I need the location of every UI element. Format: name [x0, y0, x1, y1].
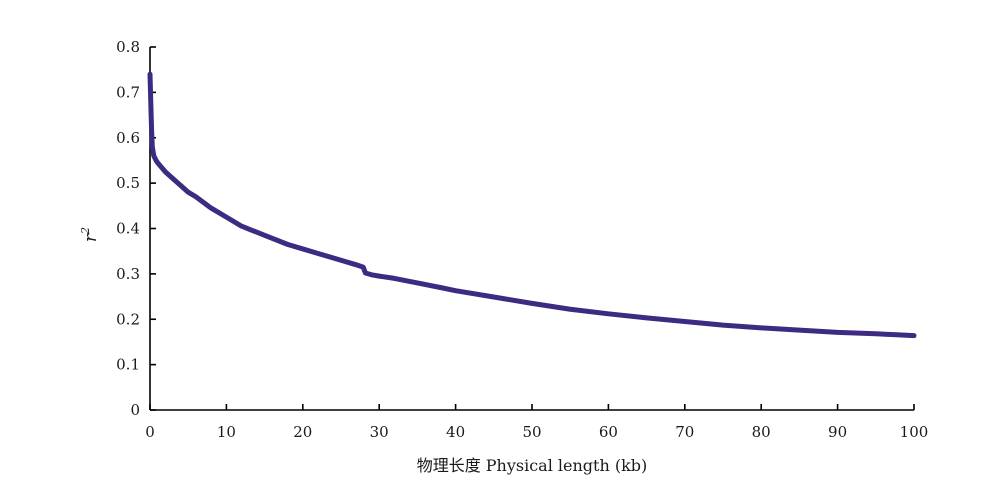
- x-tick-label: 80: [752, 423, 771, 441]
- y-tick-label: 0.5: [116, 174, 140, 192]
- x-tick-label: 20: [293, 423, 312, 441]
- x-tick-label: 0: [145, 423, 155, 441]
- x-tick-label: 100: [900, 423, 929, 441]
- series-line: [147, 71, 917, 339]
- y-tick-label: 0.7: [116, 83, 140, 101]
- y-tick-label: 0.4: [116, 220, 140, 238]
- x-tick-label: 30: [370, 423, 389, 441]
- y-tick-label: 0.3: [116, 265, 140, 283]
- x-tick-label: 90: [828, 423, 847, 441]
- y-axis-title-base: r: [81, 233, 101, 242]
- y-axis-title-superscript: 2: [79, 227, 92, 235]
- x-tick-label: 10: [217, 423, 236, 441]
- x-tick-label: 50: [522, 423, 541, 441]
- x-tick-label: 60: [599, 423, 618, 441]
- x-axis-ticks: 0 10 20 30 40 50 60 70 80 90 100: [145, 404, 928, 441]
- y-tick-label: 0.1: [116, 356, 140, 374]
- axes: [149, 47, 914, 411]
- y-tick-label: 0.8: [116, 38, 140, 56]
- y-tick-label: 0: [130, 401, 140, 419]
- x-tick-label: 40: [446, 423, 465, 441]
- x-axis-title: 物理长度 Physical length (kb): [417, 456, 648, 475]
- y-axis-ticks: 0 0.1 0.2 0.3 0.4 0.5 0.6 0.7 0.8: [116, 38, 156, 419]
- y-axis-title: r2: [79, 227, 101, 242]
- y-tick-label: 0.6: [116, 129, 140, 147]
- series-layer: [147, 71, 917, 339]
- x-tick-label: 70: [675, 423, 694, 441]
- y-tick-label: 0.2: [116, 310, 140, 328]
